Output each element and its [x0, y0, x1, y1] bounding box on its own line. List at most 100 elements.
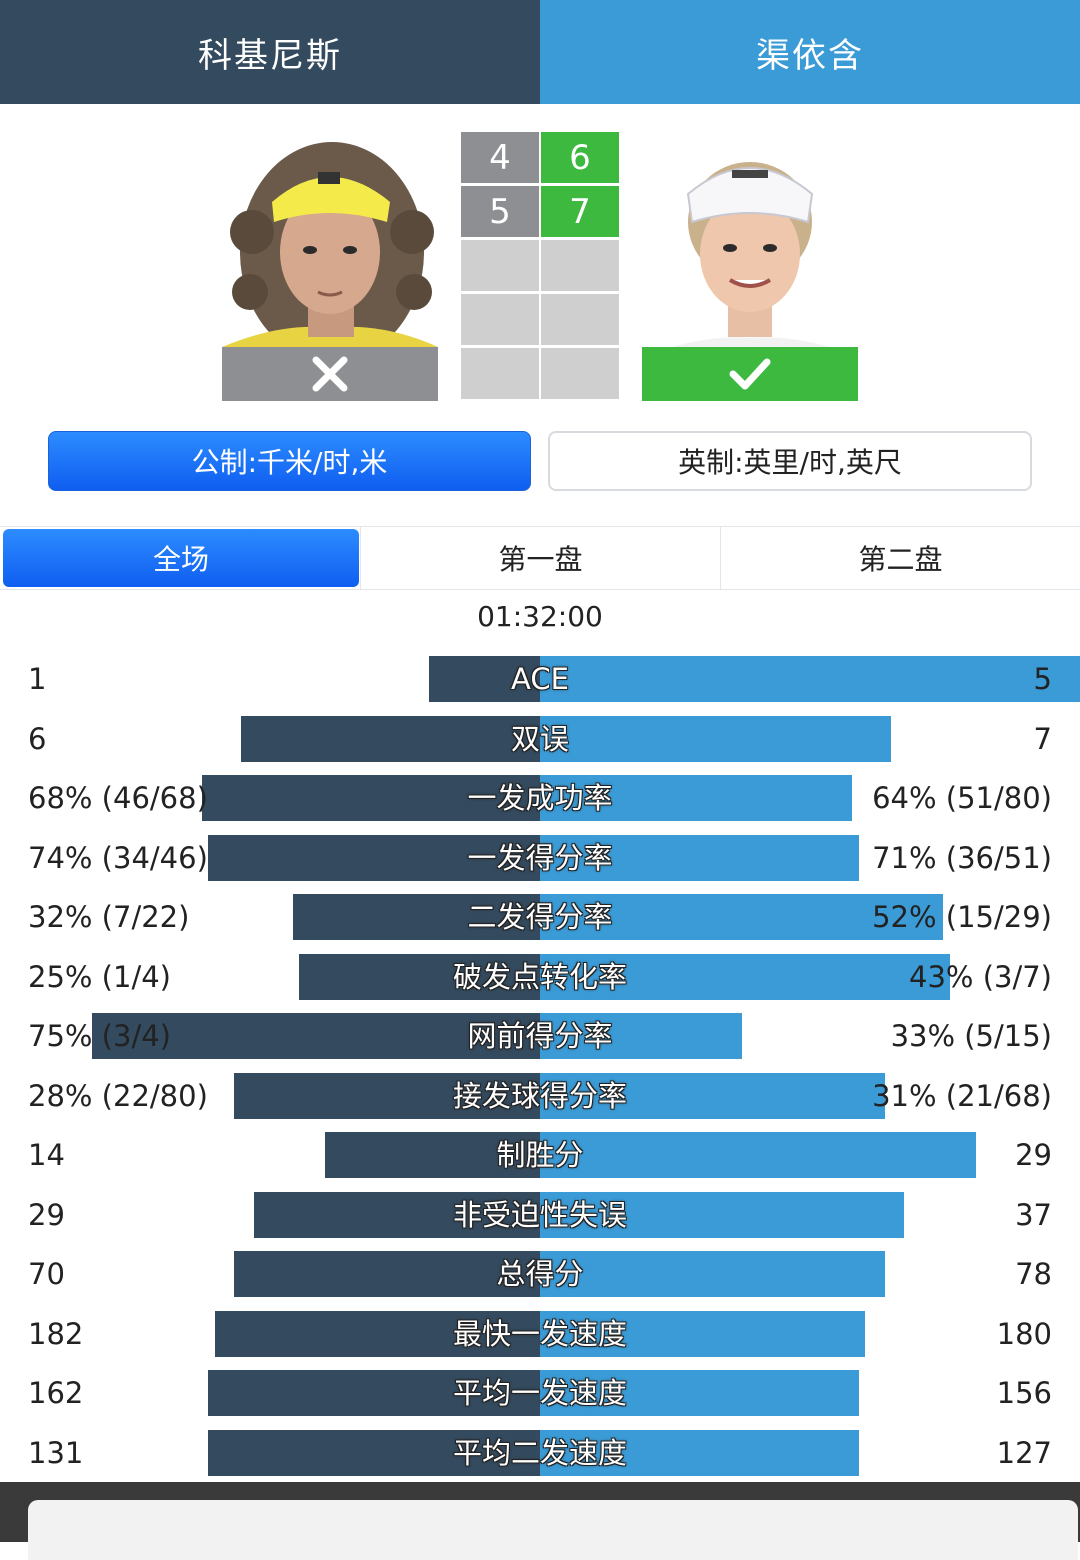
set5-score-player2 [541, 348, 619, 399]
stat-bar-player1 [234, 1072, 540, 1119]
stat-value-player2: 180 [996, 1316, 1052, 1351]
player1-name[interactable]: 科基尼斯 [0, 0, 540, 104]
match-header: 科基尼斯 渠依含 [0, 0, 1080, 104]
stat-bar-player2 [540, 894, 943, 940]
stat-bar-player1 [202, 775, 540, 821]
stat-value-player2: 5 [1033, 662, 1052, 696]
close-icon [312, 356, 348, 392]
stat-bar-player1 [208, 1429, 540, 1476]
stat-value-player1: 29 [28, 1197, 65, 1232]
stat-value-player2: 43% (3/7) [909, 959, 1052, 994]
player2-result [642, 347, 858, 401]
stat-bar-player2 [540, 1251, 885, 1297]
stat-row: 74% (34/46) 一发得分率 71% (36/51) [0, 834, 1080, 881]
stat-bar-player1 [241, 715, 540, 762]
stat-label: 双误 [510, 721, 569, 756]
stat-value-player1: 70 [28, 1257, 65, 1291]
stat-value-player1: 182 [28, 1316, 84, 1351]
stat-label: 非受迫性失误 [452, 1197, 627, 1232]
stat-bar-player1 [293, 894, 540, 940]
tab-set-1[interactable]: 第一盘 [360, 527, 720, 589]
stat-value-player1: 6 [28, 721, 47, 756]
set3-score-player1 [461, 240, 539, 291]
stat-value-player2: 52% (15/29) [872, 900, 1052, 934]
stat-label: 破发点转化率 [452, 959, 627, 994]
set4-score-player1 [461, 294, 539, 345]
stat-row: 25% (1/4) 破发点转化率 43% (3/7) [0, 953, 1080, 1000]
stat-value-player1: 68% (46/68) [28, 781, 208, 815]
stat-bar-player1 [325, 1132, 540, 1178]
set2-score-player2: 7 [541, 186, 619, 237]
stat-label: 最快一发速度 [452, 1316, 627, 1351]
stat-label: ACE [511, 662, 569, 696]
stat-row: 32% (7/22) 二发得分率 52% (15/29) [0, 894, 1080, 940]
stat-value-player2: 31% (21/68) [872, 1078, 1052, 1113]
stat-value-player2: 156 [996, 1376, 1052, 1410]
stat-label: 制胜分 [496, 1138, 584, 1172]
stat-value-player1: 75% (3/4) [28, 1019, 171, 1053]
stat-value-player1: 25% (1/4) [28, 959, 171, 994]
tab-full-match[interactable]: 全场 [3, 529, 359, 587]
stat-bar-player2 [540, 775, 852, 821]
stat-bar-player2 [540, 715, 891, 762]
stat-value-player2: 71% (36/51) [872, 840, 1052, 875]
stat-bar-player2 [540, 1370, 859, 1416]
set3-score-player2 [541, 240, 619, 291]
stat-value-player1: 14 [28, 1138, 65, 1172]
set2-score-player1: 5 [461, 186, 539, 237]
stat-bar-player2 [540, 953, 950, 1000]
stat-row: 29 非受迫性失误 37 [0, 1191, 1080, 1238]
stat-value-player2: 127 [996, 1435, 1052, 1470]
imperial-unit-button[interactable]: 英制:英里/时,英尺 [548, 431, 1032, 491]
check-icon [729, 358, 771, 390]
stat-row: 182 最快一发速度 180 [0, 1310, 1080, 1357]
stat-row: 28% (22/80) 接发球得分率 31% (21/68) [0, 1072, 1080, 1119]
stat-bar-player1 [208, 1370, 540, 1416]
stat-label: 平均二发速度 [452, 1435, 627, 1470]
footer-card [28, 1500, 1078, 1560]
set1-score-player1: 4 [461, 132, 539, 183]
stat-row: 1 ACE 5 [0, 656, 1080, 702]
metric-unit-button[interactable]: 公制:千米/时,米 [48, 431, 531, 491]
stat-label: 接发球得分率 [452, 1078, 627, 1113]
stat-value-player1: 32% (7/22) [28, 900, 190, 934]
stat-row: 14 制胜分 29 [0, 1132, 1080, 1178]
stat-value-player2: 64% (51/80) [872, 781, 1052, 815]
stat-row: 75% (3/4) 网前得分率 33% (5/15) [0, 1013, 1080, 1059]
stat-value-player1: 162 [28, 1376, 84, 1410]
stat-label: 一发得分率 [467, 840, 613, 875]
stat-value-player2: 33% (5/15) [890, 1019, 1052, 1053]
stat-value-player2: 7 [1033, 721, 1052, 756]
stat-label: 总得分 [496, 1257, 584, 1291]
set-scoreboard: 4 6 5 7 [461, 132, 621, 400]
player2-name[interactable]: 渠依含 [540, 0, 1080, 104]
stat-value-player2: 37 [1015, 1197, 1052, 1232]
stat-label: 网前得分率 [467, 1019, 613, 1053]
stat-bar-player1 [429, 656, 540, 702]
stat-bar-player2 [540, 1191, 904, 1238]
stat-label: 一发成功率 [467, 781, 613, 815]
stat-bar-player1 [208, 834, 540, 881]
stat-bar-player2 [540, 1072, 885, 1119]
tab-set-2[interactable]: 第二盘 [720, 527, 1080, 589]
stat-value-player1: 28% (22/80) [28, 1078, 208, 1113]
stat-value-player2: 78 [1015, 1257, 1052, 1291]
stat-row: 68% (46/68) 一发成功率 64% (51/80) [0, 775, 1080, 821]
stat-row: 6 双误 7 [0, 715, 1080, 762]
stat-bar-player1 [234, 1251, 540, 1297]
stat-row: 131 平均二发速度 127 [0, 1429, 1080, 1476]
set-tabs: 全场 第一盘 第二盘 [0, 526, 1080, 590]
stat-row: 162 平均一发速度 156 [0, 1370, 1080, 1416]
set1-score-player2: 6 [541, 132, 619, 183]
set4-score-player2 [541, 294, 619, 345]
stat-value-player1: 74% (34/46) [28, 840, 208, 875]
stat-bar-player2 [540, 656, 1080, 702]
stat-value-player1: 131 [28, 1435, 84, 1470]
stat-bar-player2 [540, 1429, 859, 1476]
stat-bar-player1 [299, 953, 540, 1000]
stat-bar-player1 [92, 1013, 540, 1059]
match-duration: 01:32:00 [477, 600, 603, 633]
stat-bar-player1 [254, 1191, 540, 1238]
stat-value-player1: 1 [28, 662, 47, 696]
stat-bar-player2 [540, 1013, 742, 1059]
